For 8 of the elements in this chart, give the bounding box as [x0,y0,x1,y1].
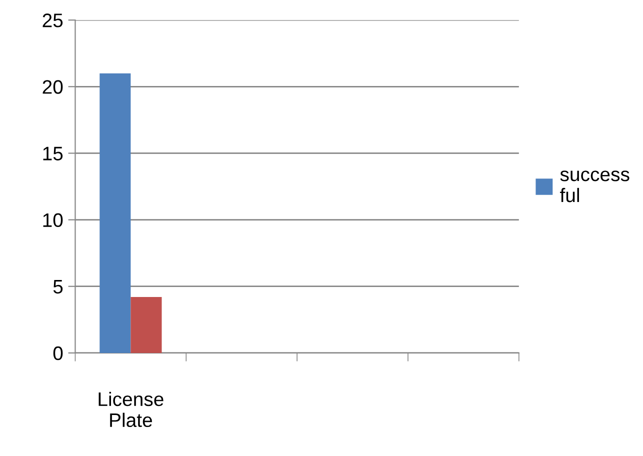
x-tick-label: License Plate [98,392,164,428]
y-tick-label: 5 [53,280,63,294]
y-tick-label: 0 [53,346,63,360]
y-tick-label: 15 [43,146,63,160]
legend-label: success ful [560,170,630,202]
y-tick-label: 25 [42,14,63,28]
y-tick-label: 20 [42,80,63,94]
y-tick-label: 10 [43,213,63,228]
